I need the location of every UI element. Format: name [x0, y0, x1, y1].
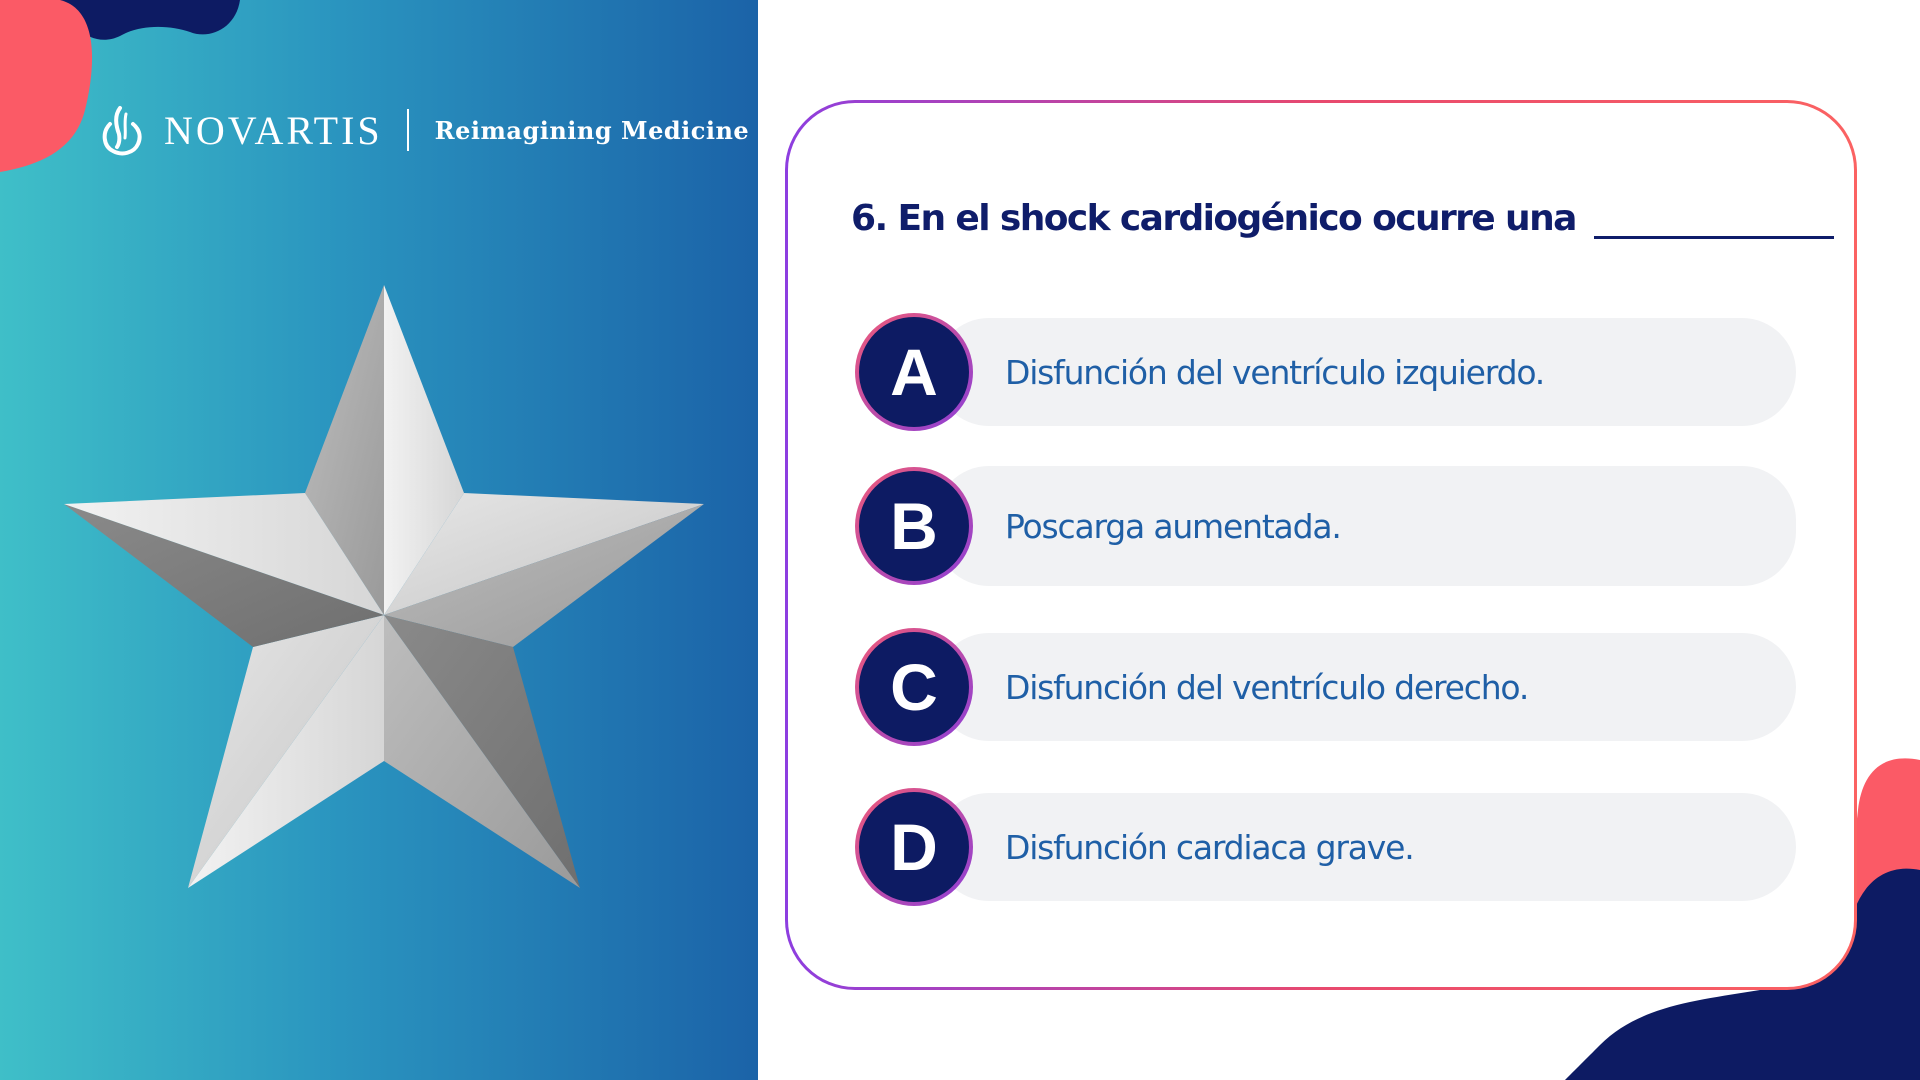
- option-badge: C: [855, 628, 973, 746]
- navy-wave-decoration: [60, 0, 240, 40]
- option-d[interactable]: D Disfunción cardiaca grave.: [855, 788, 1796, 906]
- option-pill: [935, 318, 1796, 426]
- option-letter: C: [859, 632, 969, 742]
- option-b[interactable]: B Poscarga aumentada.: [855, 466, 1796, 586]
- question-text: 6. En el shock cardiogénico ocurre una: [851, 197, 1577, 239]
- option-badge: B: [855, 467, 973, 585]
- option-pill: [935, 793, 1796, 901]
- option-text: Disfunción del ventrículo derecho.: [1005, 667, 1529, 707]
- brand-lockup: NOVARTIS Reimagining Medicine: [100, 100, 749, 160]
- option-text: Poscarga aumentada.: [1005, 506, 1342, 546]
- brand-divider: [406, 109, 409, 151]
- silver-star-icon: [64, 285, 704, 888]
- question-title: 6. En el shock cardiogénico ocurre una: [851, 193, 1834, 243]
- option-letter: D: [859, 792, 969, 902]
- option-a[interactable]: A Disfunción del ventrículo izquierdo.: [855, 313, 1796, 431]
- option-letter: A: [859, 317, 969, 427]
- option-letter: B: [859, 471, 969, 581]
- option-c[interactable]: C Disfunción del ventrículo derecho.: [855, 628, 1796, 746]
- option-pill: [935, 633, 1796, 741]
- novartis-flame-logo-icon: [102, 106, 142, 156]
- quiz-card: 6. En el shock cardiogénico ocurre una A…: [785, 100, 1857, 990]
- left-panel: NOVARTIS Reimagining Medicine: [0, 0, 758, 1080]
- coral-wave-decoration: [0, 0, 93, 172]
- option-badge: A: [855, 313, 973, 431]
- option-pill: [935, 466, 1796, 586]
- option-text: Disfunción del ventrículo izquierdo.: [1005, 352, 1545, 392]
- brand-name: NOVARTIS: [164, 107, 383, 153]
- option-badge: D: [855, 788, 973, 906]
- brand-tagline: Reimagining Medicine: [434, 115, 750, 145]
- answer-blank-line: [1593, 235, 1834, 239]
- option-text: Disfunción cardiaca grave.: [1005, 827, 1415, 867]
